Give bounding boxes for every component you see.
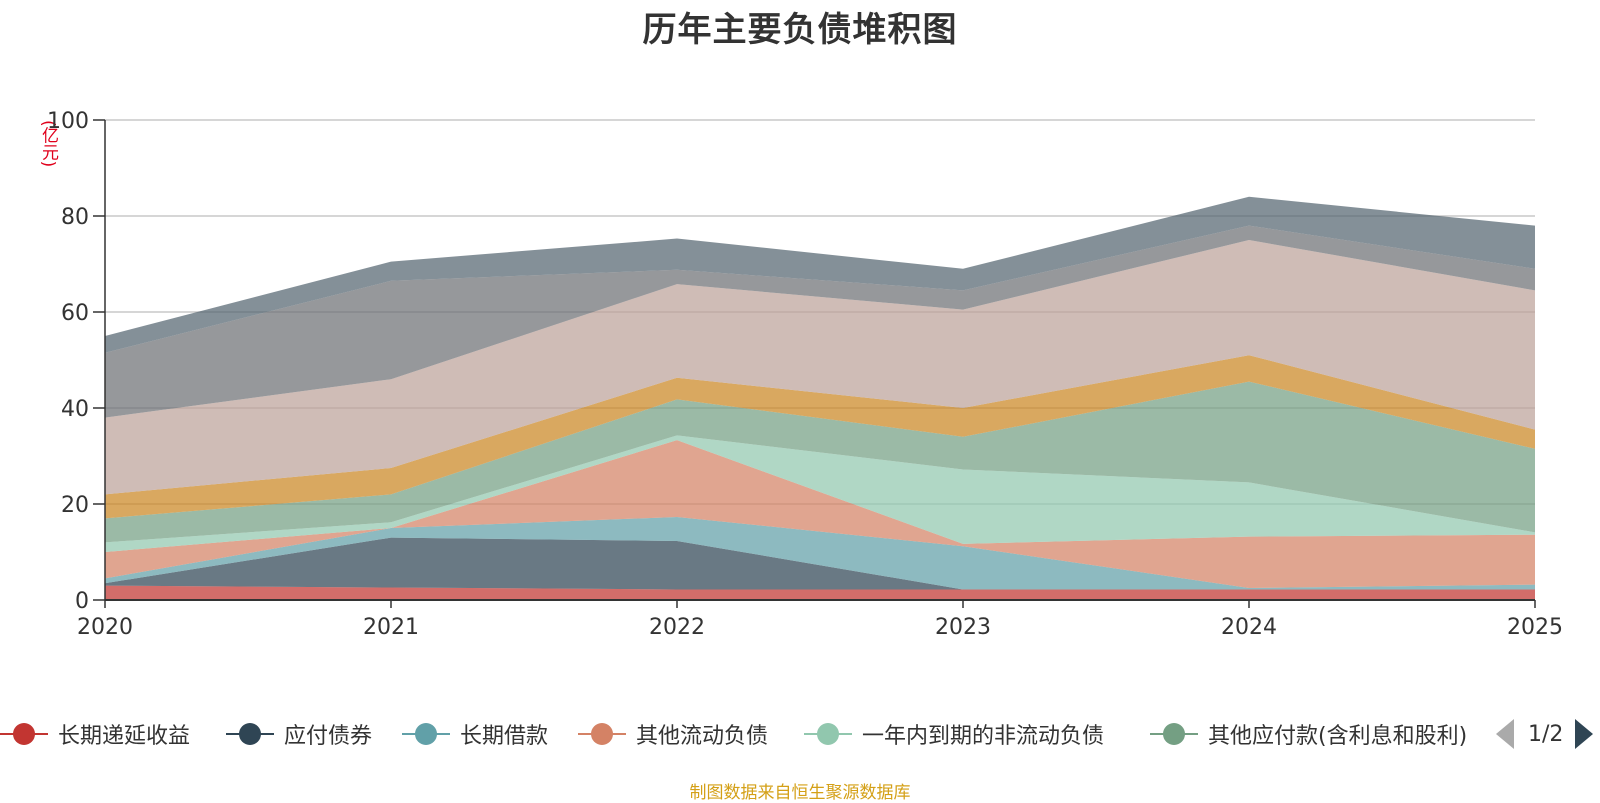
legend-item[interactable]: 一年内到期的非流动负债 — [804, 714, 1104, 754]
area-series — [105, 585, 1535, 600]
y-tick-label: 40 — [61, 397, 89, 422]
area-series — [105, 537, 1535, 590]
area-series — [105, 516, 1535, 590]
legend-marker-icon — [402, 714, 450, 754]
area-series — [105, 440, 1535, 588]
legend-label: 长期递延收益 — [58, 724, 191, 749]
legend-item[interactable]: 长期递延收益 — [0, 714, 190, 754]
y-tick-label: 100 — [47, 109, 89, 134]
legend-label: 一年内到期的非流动负债 — [862, 724, 1105, 749]
legend: 长期递延收益 应付债券 长期借款 其他流动负债 一年内到期的非流动负债 其他应付款(含利息… — [0, 714, 1600, 754]
legend-item[interactable]: 其他应付款(含利息和股利) — [1150, 714, 1484, 754]
legend-marker-icon — [804, 714, 852, 754]
y-tick-label: 80 — [61, 205, 89, 230]
area-series — [105, 225, 1535, 418]
y-axis-unit: (亿元) — [38, 120, 58, 168]
legend-marker-icon — [226, 714, 274, 754]
y-tick-label: 0 — [75, 589, 89, 614]
legend-item[interactable]: 应付债券 — [226, 714, 372, 754]
x-tick-label: 2020 — [77, 615, 133, 640]
legend-marker-icon — [1150, 714, 1198, 754]
legend-page-indicator: 1/2 — [1528, 721, 1564, 747]
legend-item[interactable]: 长期借款 — [402, 714, 548, 754]
stacked-areas — [105, 196, 1535, 600]
legend-next-page-icon[interactable] — [1575, 719, 1594, 749]
x-tick-label: 2024 — [1221, 615, 1277, 640]
y-tick-label: 60 — [61, 301, 89, 326]
axes: 0 20 40 60 80 100 2020 2021 2022 2023 2024 2025 — [47, 109, 1563, 640]
legend-label: 其他流动负债 — [636, 724, 769, 749]
area-series — [105, 381, 1535, 543]
x-tick-label: 2023 — [935, 615, 991, 640]
chart-title: 历年主要负债堆积图 — [642, 10, 958, 50]
x-tick-label: 2025 — [1507, 615, 1563, 640]
legend-label: 长期借款 — [460, 724, 549, 749]
area-series — [105, 240, 1535, 495]
x-tick-label: 2022 — [649, 615, 705, 640]
legend-marker-icon — [578, 714, 626, 754]
x-tick-label: 2021 — [363, 615, 419, 640]
legend-pager: 1/2 — [1496, 714, 1594, 754]
legend-label: 其他应付款(含利息和股利) — [1208, 724, 1468, 749]
area-series — [105, 196, 1535, 353]
legend-prev-page-icon[interactable] — [1496, 719, 1514, 749]
legend-marker-icon — [0, 714, 48, 754]
area-series — [105, 355, 1535, 519]
area-series — [105, 435, 1535, 552]
y-tick-label: 20 — [61, 493, 89, 518]
data-source-note: 制图数据来自恒生聚源数据库 — [689, 783, 911, 803]
legend-label: 应付债券 — [284, 724, 373, 749]
legend-item[interactable]: 其他流动负债 — [578, 714, 768, 754]
